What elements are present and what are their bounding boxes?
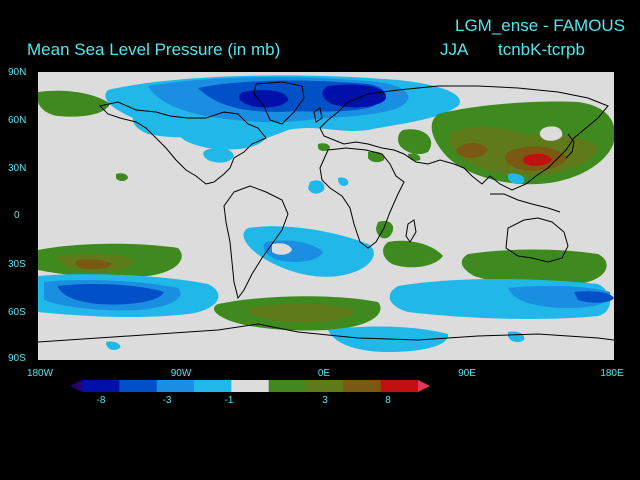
lon-label-180e: 180E (600, 368, 624, 379)
season-label: JJA (440, 40, 469, 59)
legend-bin-4 (194, 380, 232, 392)
west-africa-light-blue-blob (308, 180, 325, 194)
north-pacific-green-region (38, 90, 110, 117)
lat-label-30n: 30N (8, 163, 27, 174)
legend-bin-5 (231, 380, 270, 392)
australia-south-green-band (461, 249, 607, 286)
experiment-label: tcnbK-tcrpb (498, 40, 585, 59)
pressure-anomaly-map (38, 72, 614, 360)
arctic-dark-blue-core-west (238, 90, 288, 108)
legend-bin-7 (306, 380, 344, 392)
coastline-south-america (223, 185, 289, 300)
southern-indian-ocean-dark-blue (574, 291, 614, 303)
legend-bin-0 (70, 380, 82, 392)
legend-tick-3: 3 (322, 395, 328, 406)
lat-label-60s: 60S (8, 307, 26, 318)
indian-ocean-green-region (383, 240, 443, 268)
legend-bin-2 (119, 380, 158, 392)
coastline-indonesia (490, 193, 561, 213)
east-pacific-light-blue-blob (508, 173, 525, 185)
coastline-uk (313, 107, 323, 123)
lon-label-90w: 90W (170, 368, 192, 379)
south-atlantic-neutral-hole (272, 243, 292, 255)
plot-title-right: LGM_ense - FAMOUS (455, 16, 626, 35)
coastlines (38, 81, 614, 343)
coastline-greenland (253, 81, 305, 125)
south-pacific-dark-blue-core (58, 284, 164, 305)
siberia-hole (539, 126, 563, 141)
lat-label-90n: 90N (8, 67, 27, 78)
coastline-north-america (99, 101, 267, 185)
legend-tick-8: 8 (385, 395, 391, 406)
lat-label-0: 0 (14, 210, 20, 221)
coastline-japan (565, 133, 575, 159)
north-atlantic-green-region (398, 129, 432, 155)
arctic-dark-blue-core-east (322, 84, 387, 108)
coastline-eurasia (319, 85, 609, 191)
legend-bin-3 (156, 380, 195, 392)
southern-ocean-olive-core (248, 303, 356, 323)
legend-bin-9 (380, 380, 419, 392)
lon-label-90e: 90E (458, 368, 476, 379)
india-green-blob (368, 151, 385, 163)
coastline-australia (505, 217, 569, 263)
legend-tick-minus-8: -8 (96, 395, 106, 406)
antarctic-light-blue-blob-west (106, 341, 121, 350)
legend-bin-8 (343, 380, 382, 392)
legend-bin-10 (418, 380, 430, 392)
legend-tick-minus-3: -3 (162, 395, 172, 406)
south-pacific-brown-core (75, 259, 112, 270)
color-legend-bar (70, 380, 430, 392)
plot-title-variable: Mean Sea Level Pressure (in mb) (27, 40, 281, 59)
legend-tick-minus-1: -1 (224, 395, 234, 406)
central-asia-brown-region (456, 142, 488, 158)
lat-label-60n: 60N (8, 115, 27, 126)
mediterranean-green-blob (318, 143, 330, 151)
east-africa-light-blue-blob (338, 177, 349, 186)
lat-label-30s: 30S (8, 259, 26, 270)
mexico-light-blue-region (203, 148, 234, 163)
coastline-africa (319, 147, 405, 249)
legend-bin-6 (268, 380, 307, 392)
north-america-light-blue-region (177, 124, 268, 150)
lon-label-0e: 0E (317, 368, 331, 379)
lat-label-90s: 90S (8, 353, 26, 364)
lon-label-180w: 180W (26, 368, 54, 379)
legend-bin-1 (82, 380, 120, 392)
coastline-antarctica (38, 323, 614, 343)
coastline-madagascar (405, 219, 417, 243)
east-pacific-green-blob (116, 173, 128, 181)
east-asia-red-core (523, 153, 552, 167)
